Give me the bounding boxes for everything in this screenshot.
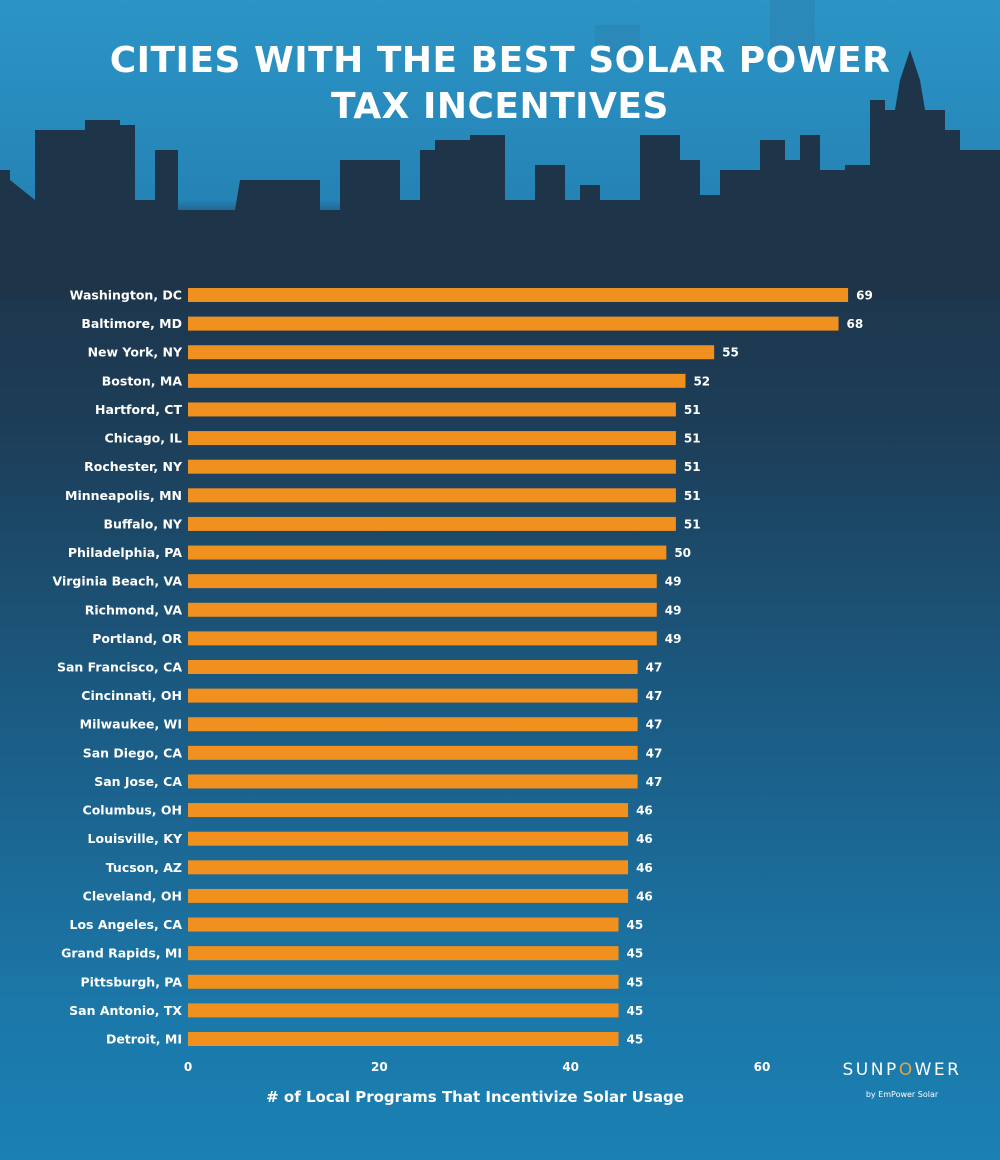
data-label: 47 [646,718,663,732]
chart-title: CITIES WITH THE BEST SOLAR POWER TAX INC… [0,38,1000,130]
bar [188,459,676,474]
category-label: Detroit, MI [106,1032,182,1047]
bar [188,745,638,760]
bar [188,488,676,503]
data-label: 51 [684,432,701,446]
category-label: Pittsburgh, PA [81,974,183,989]
category-label: Columbus, OH [83,803,182,818]
category-label: Virginia Beach, VA [53,574,183,589]
bar [188,602,657,617]
title-line-1: CITIES WITH THE BEST SOLAR POWER [109,40,891,81]
category-label: Baltimore, MD [81,316,182,331]
bar [188,631,657,646]
x-tick-label: 20 [371,1060,388,1074]
category-label: Chicago, IL [105,431,182,446]
bar [188,888,629,903]
category-label: San Diego, CA [83,745,183,760]
data-label: 46 [636,832,653,846]
bar [188,917,619,932]
bar [188,431,676,446]
category-label: Cincinnati, OH [81,688,182,703]
bar [188,345,715,360]
category-label: Rochester, NY [84,459,183,474]
bar [188,316,839,331]
data-label: 45 [627,975,644,989]
bar [188,860,629,875]
category-label: Cleveland, OH [83,888,182,903]
x-axis-label: # of Local Programs That Incentivize Sol… [266,1088,684,1106]
data-label: 46 [636,889,653,903]
category-label: Milwaukee, WI [80,717,182,732]
bar [188,574,657,589]
data-label: 45 [627,1033,644,1047]
bar [188,717,638,732]
bar [188,516,676,531]
data-label: 46 [636,804,653,818]
data-label: 49 [665,632,682,646]
category-label: Boston, MA [102,373,183,388]
category-label: San Francisco, CA [57,660,182,675]
data-label: 49 [665,575,682,589]
logo-subtitle: by EmPower Solar [865,1090,939,1099]
data-label: 51 [684,489,701,503]
data-label: 46 [636,861,653,875]
bar [188,803,629,818]
data-label: 49 [665,603,682,617]
category-label: San Antonio, TX [69,1003,182,1018]
category-label: Louisville, KY [88,831,183,846]
category-label: Washington, DC [70,288,182,303]
bar [188,660,638,674]
bar [188,288,849,302]
title-line-2: TAX INCENTIVES [331,86,669,127]
data-label: 51 [684,460,701,474]
bar [188,688,638,703]
category-label: Los Angeles, CA [70,917,183,932]
logo-brand: SUNPOWER [842,1060,962,1080]
bar [188,373,686,388]
data-label: 51 [684,403,701,417]
data-label: 55 [722,346,739,360]
data-label: 45 [627,1004,644,1018]
category-label: Tucson, AZ [106,860,182,875]
category-label: Buffalo, NY [104,516,183,531]
category-label: Philadelphia, PA [68,545,182,560]
data-label: 45 [627,918,644,932]
bar [188,831,629,846]
category-label: Portland, OR [92,631,182,646]
x-tick-label: 40 [562,1060,579,1074]
x-tick-label: 60 [754,1060,771,1074]
data-label: 45 [627,947,644,961]
data-label: 68 [847,317,864,331]
data-label: 69 [856,289,873,303]
data-label: 47 [646,775,663,789]
category-label: New York, NY [88,345,183,360]
bar [188,1003,619,1018]
bar [188,946,619,961]
x-tick-label: 0 [184,1060,192,1074]
data-label: 47 [646,661,663,675]
data-label: 52 [693,374,710,388]
sunpower-logo: SUNPOWER by EmPower Solar [832,1060,972,1099]
data-label: 51 [684,517,701,531]
bar [188,974,619,989]
bar [188,774,638,789]
data-label: 50 [674,546,691,560]
category-label: Minneapolis, MN [65,488,182,503]
city-skyline [0,0,1000,300]
category-label: San Jose, CA [94,774,182,789]
bar [188,545,667,560]
data-label: 47 [646,689,663,703]
category-label: Richmond, VA [85,602,183,617]
category-label: Grand Rapids, MI [61,946,182,961]
category-label: Hartford, CT [95,402,182,417]
data-label: 47 [646,746,663,760]
bar [188,402,676,417]
bar [188,1032,619,1046]
